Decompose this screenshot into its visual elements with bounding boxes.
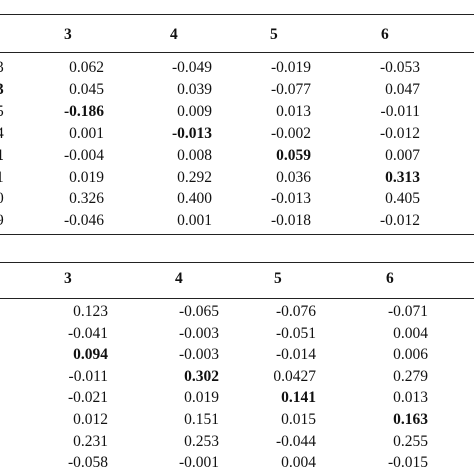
table1-cell: 0.001 [69,124,104,142]
table1-cell: -0.018 [270,212,311,230]
table2-cell: 0.141 [281,389,316,407]
table2-cell: -0.076 [275,303,316,320]
table1-first-col-cell: 1 [0,169,4,187]
table1-header-rule [0,52,474,53]
table1-cell: 0.292 [177,168,212,186]
table2-cell: -0.015 [387,454,428,472]
table2-cell: -0.011 [68,367,108,385]
table2-header-col4: 4 [175,270,183,287]
table2-cell: 0.006 [393,346,428,364]
table1-cell: 0.007 [385,146,420,164]
table1-first-col-cell: 3 [0,81,4,99]
table1-first-col-cell: 5 [0,103,4,121]
table1-cell: 0.045 [69,80,104,98]
table2-cell: 0.253 [184,432,219,450]
table2-cell: -0.041 [67,324,108,342]
table1-header-col3: 3 [64,26,72,43]
table1-cell: 0.036 [276,168,311,186]
table1-cell: -0.012 [379,124,420,142]
table1-cell: -0.004 [63,146,104,164]
table1-cell: 0.047 [385,80,420,98]
table2-cell: 0.094 [73,346,108,364]
table2-cell: -0.003 [178,324,219,342]
table1-cell: 0.313 [385,168,420,186]
table2-cell: 0.004 [281,454,316,472]
table2-cell: 0.231 [73,432,108,450]
table2-cell: -0.071 [387,303,428,320]
table1-first-col-cell: 0 [0,190,4,208]
table2-header-col5: 5 [274,270,282,287]
table2-cell: 0.123 [73,303,108,320]
table1-cell: 0.001 [177,212,212,230]
table2-cell: 0.012 [73,411,108,428]
table1-header-col6: 6 [381,26,389,43]
table2-cell: -0.044 [275,432,316,450]
table1-cell: 0.013 [276,102,311,120]
table1-cell: -0.002 [270,124,311,142]
table1-first-col-cell: 4 [0,125,4,143]
table2-cell: -0.065 [178,303,219,320]
table1-cell: 0.059 [276,146,311,164]
table2-cell: 0.302 [184,367,219,385]
table1-cell: 0.039 [177,80,212,98]
table1-cell: -0.053 [379,59,420,76]
table2-top-rule [0,262,474,263]
table2-cell: 0.0427 [273,367,316,385]
table1-cell: 0.326 [69,190,104,208]
table1-cell: 0.400 [177,190,212,208]
table1-cell: -0.186 [63,102,104,120]
table1-header-col4: 4 [170,26,178,43]
table2-cell: -0.001 [178,454,219,472]
table1-cell: -0.011 [380,102,420,120]
table1-cell: -0.046 [63,212,104,230]
table2-cell: 0.004 [393,324,428,342]
table1-cell: 0.019 [69,168,104,186]
table1-cell: 0.405 [385,190,420,208]
table1-cell: -0.013 [171,124,212,142]
table2-cell: 0.019 [184,389,219,407]
table1-cell: -0.019 [270,59,311,76]
table2-cell: 0.279 [393,367,428,385]
table1-cell: -0.049 [171,59,212,76]
table2-cell: 0.151 [184,411,219,428]
table2-cell: 0.163 [393,411,428,428]
table1-cell: 0.009 [177,102,212,120]
table2-cell: -0.058 [67,454,108,472]
table2-cell: 0.255 [393,432,428,450]
table2-cell: 0.013 [393,389,428,407]
table2-cell: -0.003 [178,346,219,364]
table2-cell: 0.015 [281,411,316,428]
table2-cell: -0.021 [67,389,108,407]
table1-bottom-rule [0,234,474,235]
table1-first-col-cell: 1 [0,147,4,165]
table1-first-col-cell: 9 [0,212,4,230]
table1-cell: 0.062 [69,59,104,76]
table1-first-col-cell: 3 [0,59,4,77]
table1-top-rule [0,14,474,15]
table2-header-col3: 3 [64,270,72,287]
table2-header-rule [0,298,474,299]
table2-cell: -0.014 [275,346,316,364]
table1-cell: 0.008 [177,146,212,164]
table1-cell: -0.077 [270,80,311,98]
table2-header-col6: 6 [386,270,394,287]
table1-cell: -0.012 [379,212,420,230]
table2-cell: -0.051 [275,324,316,342]
table1-cell: -0.013 [270,190,311,208]
table1-header-col5: 5 [270,26,278,43]
